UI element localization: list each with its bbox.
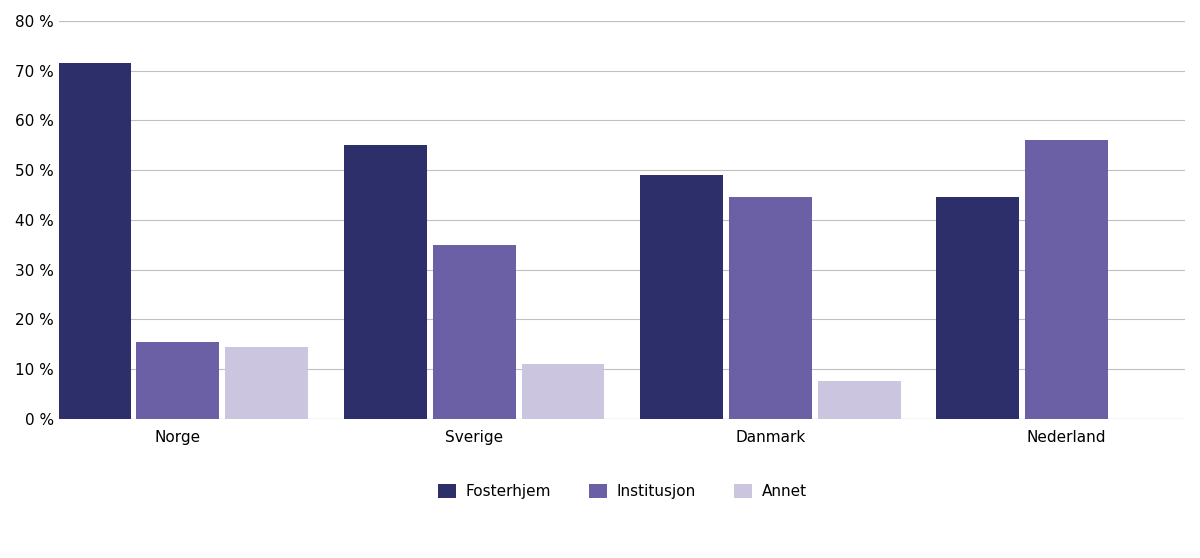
Bar xyxy=(137,341,220,418)
Bar xyxy=(640,175,722,418)
Bar xyxy=(226,347,308,418)
Bar xyxy=(343,145,427,418)
Bar xyxy=(728,198,811,418)
Bar xyxy=(817,382,901,418)
Bar xyxy=(433,245,516,418)
Bar xyxy=(1025,140,1108,418)
Bar xyxy=(522,364,605,418)
Bar xyxy=(936,198,1019,418)
Bar xyxy=(48,63,131,418)
Legend: Fosterhjem, Institusjon, Annet: Fosterhjem, Institusjon, Annet xyxy=(432,478,812,506)
